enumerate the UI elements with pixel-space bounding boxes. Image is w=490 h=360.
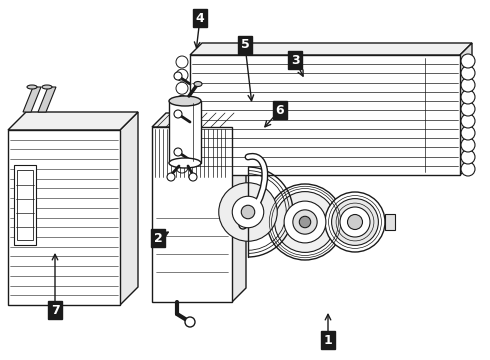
Circle shape <box>174 110 182 118</box>
Circle shape <box>176 122 188 134</box>
Circle shape <box>176 82 188 94</box>
Circle shape <box>461 78 475 92</box>
Circle shape <box>461 54 475 68</box>
Polygon shape <box>23 87 41 112</box>
Circle shape <box>241 205 255 219</box>
Bar <box>14 165 36 245</box>
Text: 5: 5 <box>241 39 249 51</box>
Polygon shape <box>232 113 246 302</box>
Text: 1: 1 <box>323 333 332 346</box>
Circle shape <box>176 95 188 107</box>
Circle shape <box>185 317 195 327</box>
Polygon shape <box>460 43 472 175</box>
Circle shape <box>340 207 370 237</box>
Text: 7: 7 <box>50 303 59 316</box>
Circle shape <box>461 162 475 176</box>
Circle shape <box>176 69 188 81</box>
Circle shape <box>232 196 264 228</box>
Ellipse shape <box>169 96 201 106</box>
Polygon shape <box>152 113 246 127</box>
Circle shape <box>239 221 247 229</box>
Text: 4: 4 <box>196 12 204 24</box>
Circle shape <box>461 138 475 152</box>
Text: 6: 6 <box>276 104 284 117</box>
Bar <box>190 55 460 175</box>
Circle shape <box>347 215 363 230</box>
Circle shape <box>219 183 277 241</box>
Bar <box>17 170 33 240</box>
Text: 3: 3 <box>291 54 299 67</box>
Circle shape <box>461 114 475 128</box>
Bar <box>385 214 395 230</box>
Bar <box>8 130 120 305</box>
Circle shape <box>325 192 385 252</box>
Polygon shape <box>190 43 472 55</box>
Circle shape <box>299 216 311 228</box>
Circle shape <box>267 184 343 260</box>
Circle shape <box>176 135 188 147</box>
Polygon shape <box>8 112 138 130</box>
Polygon shape <box>38 87 56 112</box>
Circle shape <box>461 90 475 104</box>
Polygon shape <box>120 112 138 305</box>
Circle shape <box>461 150 475 164</box>
Circle shape <box>461 66 475 80</box>
Bar <box>169 101 201 163</box>
Circle shape <box>176 56 188 68</box>
Circle shape <box>189 173 197 181</box>
Ellipse shape <box>42 85 52 89</box>
Circle shape <box>176 108 188 121</box>
Circle shape <box>332 199 378 246</box>
Circle shape <box>274 192 335 252</box>
Circle shape <box>284 201 326 243</box>
Circle shape <box>174 148 182 156</box>
Circle shape <box>176 161 188 173</box>
Text: 2: 2 <box>154 231 162 244</box>
Circle shape <box>176 148 188 160</box>
Circle shape <box>167 173 175 181</box>
Circle shape <box>461 102 475 116</box>
Ellipse shape <box>194 81 202 86</box>
Bar <box>152 127 232 302</box>
Ellipse shape <box>169 158 201 168</box>
Circle shape <box>461 126 475 140</box>
Circle shape <box>174 72 182 80</box>
Ellipse shape <box>27 85 37 89</box>
Circle shape <box>293 210 317 234</box>
